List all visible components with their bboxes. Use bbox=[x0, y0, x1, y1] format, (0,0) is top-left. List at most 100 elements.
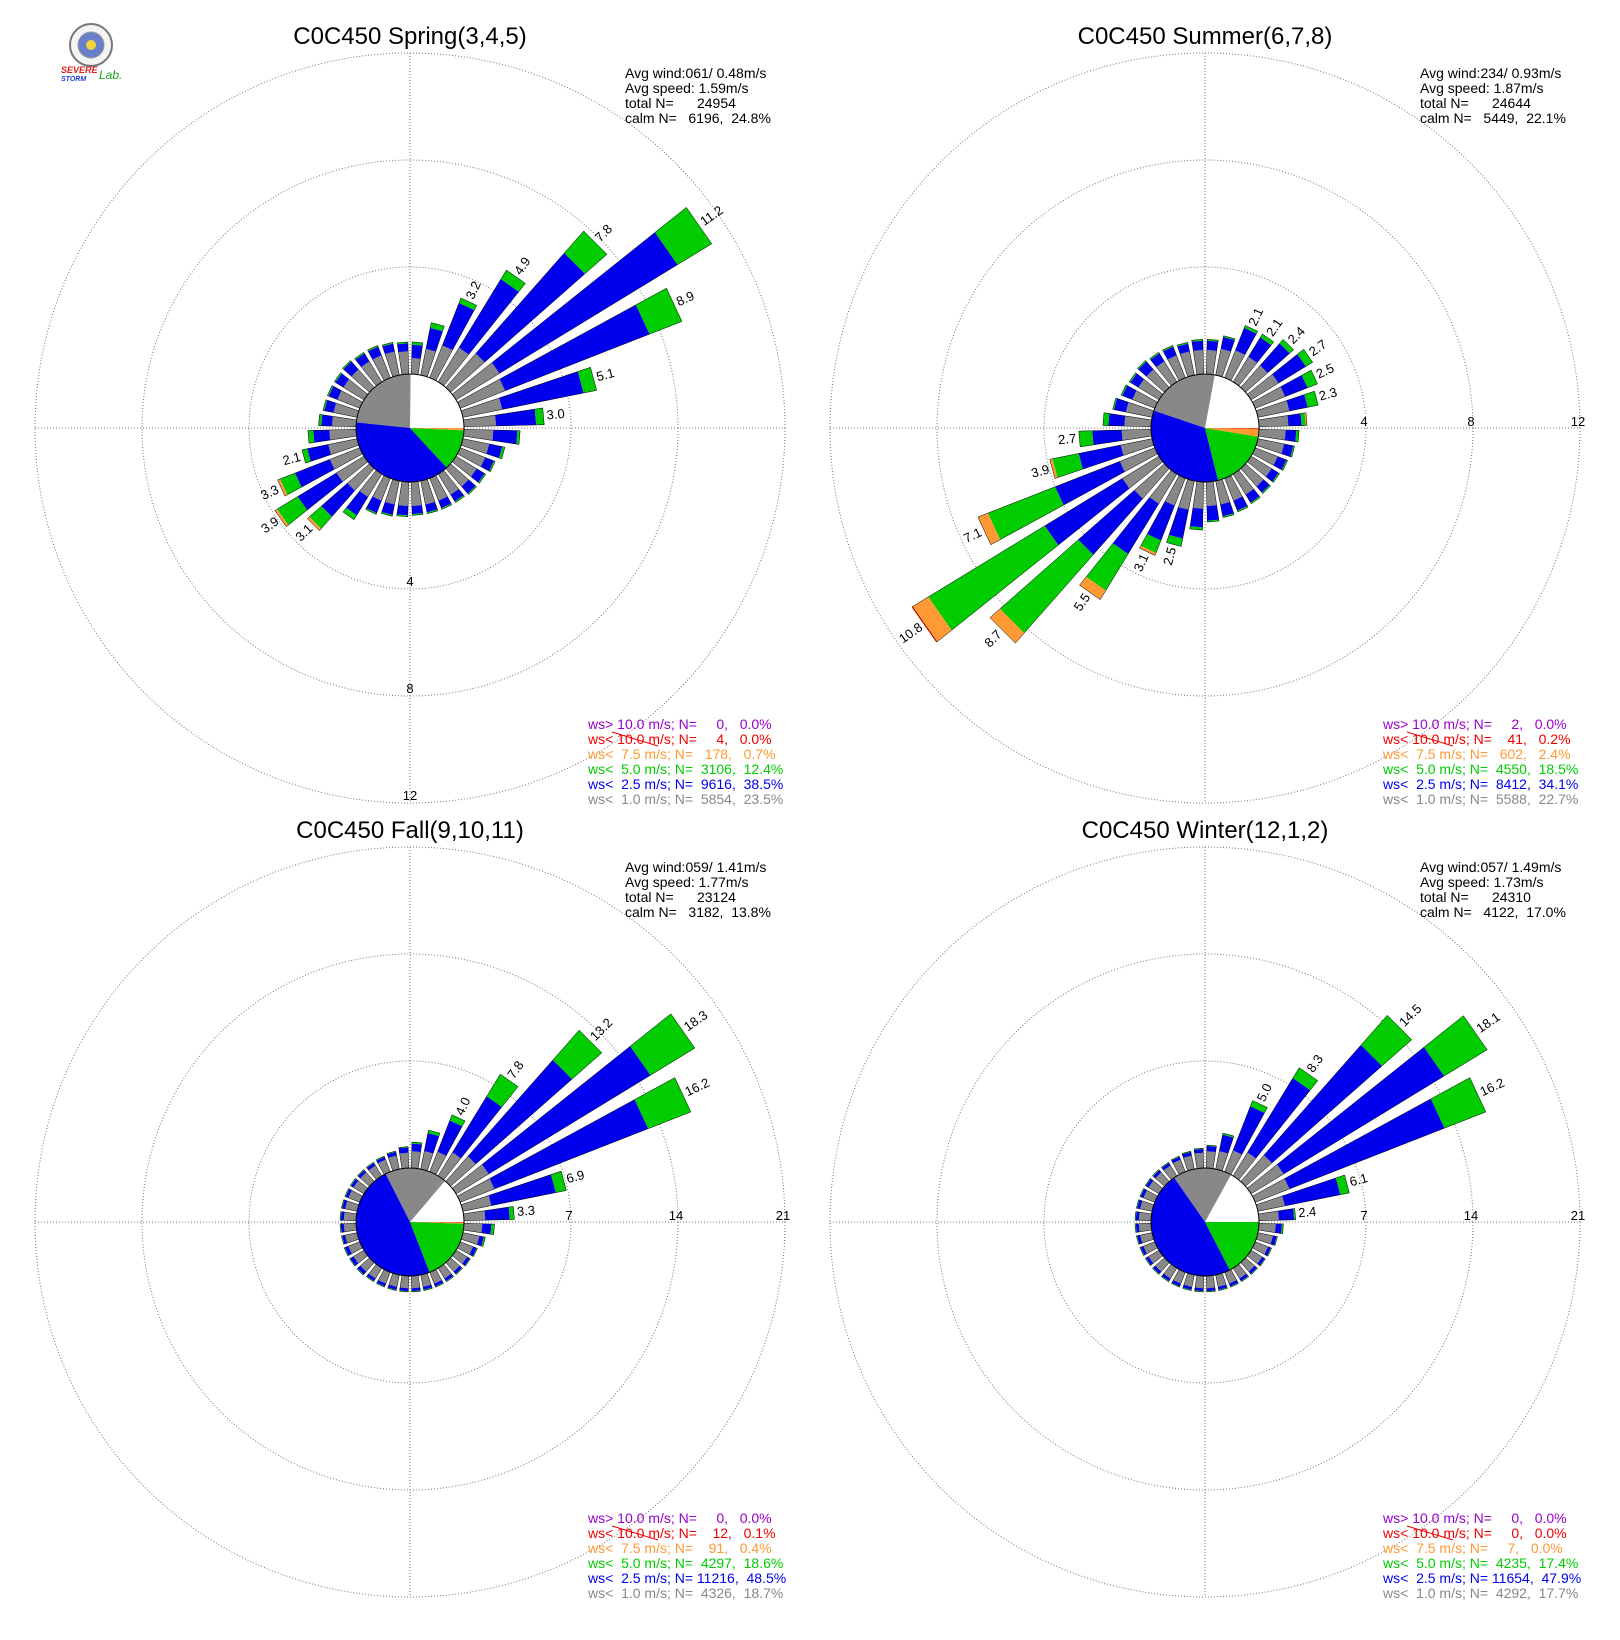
petal-segment bbox=[1222, 513, 1235, 518]
petal-segment bbox=[1281, 459, 1288, 471]
stat-line: total N= 24954 bbox=[625, 95, 736, 111]
wind-rose-panel-1: C0C450 Spring(3,4,5) 4 8 12 3.2 4.9 7.8 11.2 8.9… bbox=[34, 23, 786, 807]
petal-segment bbox=[1424, 1015, 1488, 1076]
petal-segment bbox=[345, 1232, 359, 1244]
calm-pie-slice-red bbox=[1205, 428, 1259, 429]
petal-segment bbox=[1278, 1208, 1295, 1221]
petal-value-label: 11.2 bbox=[697, 202, 726, 228]
petal-segment bbox=[987, 486, 1064, 540]
petal-value-label: 8.7 bbox=[981, 627, 1004, 650]
petal-segment bbox=[1257, 1256, 1265, 1266]
ring-tick-label: 7 bbox=[565, 1208, 572, 1223]
petal-segment bbox=[1301, 370, 1318, 388]
petal-segment bbox=[459, 279, 519, 355]
petal-segment bbox=[388, 1273, 400, 1287]
petal-segment bbox=[1120, 438, 1154, 456]
petal-segment bbox=[429, 475, 448, 501]
petal-segment bbox=[368, 346, 382, 360]
legend-strike-mark bbox=[1406, 731, 1454, 747]
petal-segment bbox=[1281, 443, 1294, 457]
petal-segment bbox=[345, 1200, 359, 1212]
petal-value-label: 2.5 bbox=[1314, 360, 1337, 381]
petal-segment bbox=[1206, 481, 1217, 507]
petal-segment bbox=[337, 390, 363, 409]
petal-segment bbox=[1171, 1156, 1181, 1164]
petal-segment bbox=[928, 525, 1059, 631]
petal-segment bbox=[1335, 1175, 1350, 1195]
petal-segment bbox=[1247, 374, 1279, 400]
petal-segment bbox=[481, 1236, 486, 1247]
petal-segment bbox=[399, 1287, 409, 1292]
petal-segment bbox=[1114, 398, 1129, 413]
stat-line: Avg speed: 1.77m/s bbox=[625, 874, 748, 890]
petal-segment bbox=[1259, 1258, 1266, 1267]
petal-value-label: 4.0 bbox=[452, 1095, 473, 1118]
petal-value-label: 8.3 bbox=[1303, 1052, 1326, 1075]
petal-segment bbox=[423, 1284, 433, 1290]
petal-segment bbox=[999, 539, 1094, 634]
petal-segment bbox=[486, 443, 503, 459]
ring-tick-label: 14 bbox=[1464, 1208, 1478, 1223]
petal-segment bbox=[461, 1195, 492, 1212]
panel-title: C0C450 Summer(6,7,8) bbox=[1078, 23, 1333, 50]
petal-segment bbox=[1240, 463, 1264, 487]
petal-segment bbox=[1172, 1159, 1186, 1175]
petal-segment bbox=[437, 1120, 463, 1156]
petal-segment bbox=[467, 485, 477, 495]
petal-segment bbox=[1361, 1015, 1412, 1066]
petal-segment bbox=[381, 512, 393, 517]
stat-line: Avg speed: 1.73m/s bbox=[1420, 874, 1543, 890]
petal-segment bbox=[912, 596, 952, 642]
petal-segment bbox=[1146, 369, 1170, 393]
petal-segment bbox=[1143, 1190, 1158, 1203]
petal-segment bbox=[329, 429, 357, 441]
petal-segment bbox=[1145, 1178, 1151, 1186]
petal-segment bbox=[1134, 463, 1170, 499]
petal-segment bbox=[1252, 1241, 1269, 1255]
petal-segment bbox=[1260, 333, 1274, 346]
petal-segment bbox=[444, 1273, 454, 1282]
petal-value-label: 6.1 bbox=[1348, 1170, 1369, 1189]
petal-segment bbox=[356, 1268, 364, 1276]
petal-segment bbox=[1102, 412, 1110, 426]
legend-entry-purple: ws> 10.0 m/s; N= 2, 0.0% bbox=[1382, 716, 1567, 732]
petal-segment bbox=[388, 1155, 400, 1171]
petal-segment bbox=[366, 1162, 374, 1168]
petal-segment bbox=[1275, 1223, 1282, 1234]
petal-segment bbox=[1220, 337, 1235, 352]
petal-value-label: 2.1 bbox=[1263, 316, 1286, 339]
ring-tick-label: 21 bbox=[776, 1208, 790, 1223]
petal-segment bbox=[1156, 361, 1177, 386]
legend-strike-mark bbox=[611, 731, 659, 747]
petal-segment bbox=[368, 1264, 382, 1279]
petal-segment bbox=[348, 1190, 363, 1203]
petal-segment bbox=[277, 496, 308, 526]
stat-line: total N= 24644 bbox=[1420, 95, 1531, 111]
ring-tick-label: 12 bbox=[403, 788, 417, 803]
legend-entry-red: ws< 10.0 m/s; N= 12, 0.1% bbox=[587, 1525, 776, 1541]
petal-segment bbox=[1215, 1273, 1227, 1287]
petal-segment bbox=[348, 1241, 363, 1254]
petal-segment bbox=[1248, 337, 1272, 363]
legend-entry-gray: ws< 1.0 m/s; N= 4326, 18.7% bbox=[587, 1585, 783, 1601]
calm-pie-slice-white bbox=[410, 374, 464, 428]
petal-segment bbox=[1182, 1284, 1192, 1290]
grid-ring bbox=[1043, 1060, 1367, 1384]
petal-segment bbox=[495, 409, 537, 426]
legend-strike-mark bbox=[611, 1525, 659, 1541]
petal-segment bbox=[463, 429, 494, 441]
legend-entry-orange: ws< 7.5 m/s; N= 602, 2.4% bbox=[1382, 746, 1571, 762]
petal-segment bbox=[372, 475, 391, 501]
petal-segment bbox=[360, 1257, 375, 1272]
petal-segment bbox=[1192, 481, 1204, 509]
petal-segment bbox=[343, 379, 368, 400]
petal-segment bbox=[1233, 1152, 1256, 1180]
petal-segment bbox=[490, 1223, 495, 1235]
petal-segment bbox=[350, 1178, 359, 1188]
petal-segment bbox=[412, 513, 424, 516]
petal-segment bbox=[321, 483, 355, 517]
petal-segment bbox=[343, 1223, 357, 1232]
legend-entry-gray: ws< 1.0 m/s; N= 4292, 17.7% bbox=[1382, 1585, 1578, 1601]
legend-entry-purple: ws> 10.0 m/s; N= 0, 0.0% bbox=[587, 1510, 772, 1526]
petal-segment bbox=[484, 1207, 510, 1221]
